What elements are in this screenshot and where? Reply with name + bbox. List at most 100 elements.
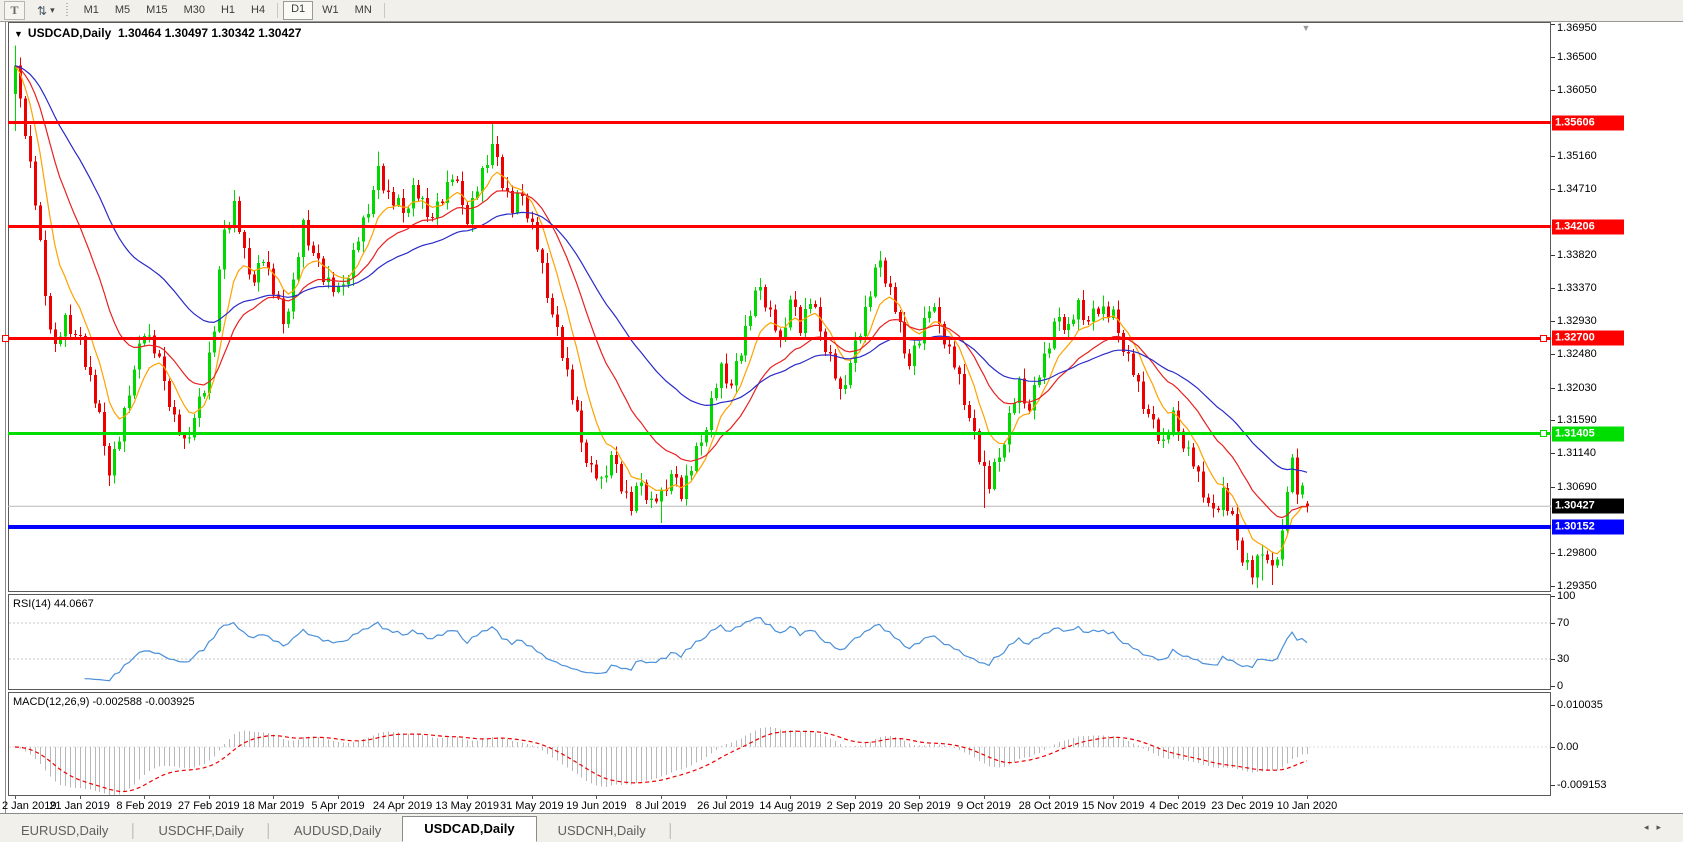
date-tick-mark <box>273 796 275 799</box>
price-level-badge: 1.35606 <box>1552 115 1624 131</box>
tab-divider: │ <box>666 823 675 838</box>
date-tick-label: 8 Jul 2019 <box>635 800 687 812</box>
price-tick-label: 1.36050 <box>1557 84 1597 97</box>
date-tick-mark <box>854 796 856 799</box>
price-tick-mark <box>1551 189 1555 191</box>
date-tick-label: 19 Jun 2019 <box>566 800 627 812</box>
date-tick-mark <box>531 796 533 799</box>
timeframe-button-h4[interactable]: H4 <box>251 4 266 16</box>
price-chart-area[interactable] <box>8 22 1551 592</box>
date-tick-mark <box>1048 796 1050 799</box>
macd-histogram <box>20 727 1308 795</box>
rsi-label: RSI(14) 44.0667 <box>13 598 94 610</box>
chevron-down-icon[interactable]: ▾ <box>50 5 55 15</box>
current-price-badge: 1.30427 <box>1552 498 1624 514</box>
timeframe-button-m5[interactable]: M5 <box>114 4 131 16</box>
date-tick-label: 5 Apr 2019 <box>311 800 365 812</box>
timeframe-button-w1[interactable]: W1 <box>322 4 339 16</box>
timeframe-button-h1[interactable]: H1 <box>220 4 236 16</box>
price-level-badge: 1.32700 <box>1552 330 1624 346</box>
macd-tick-mark <box>1551 705 1555 706</box>
macd-indicator-area[interactable] <box>8 692 1551 796</box>
date-tick-mark <box>79 796 81 799</box>
toolbar-separator <box>383 3 385 18</box>
horizontal-level-line[interactable] <box>8 121 1551 125</box>
date-tick-label: 31 May 2019 <box>499 800 564 812</box>
date-tick-mark <box>790 796 792 799</box>
date-tick-label: 2 Jan 2019 <box>2 800 57 812</box>
line-drag-handle[interactable] <box>1540 430 1547 438</box>
chart-tab-audusd[interactable]: AUDUSD,Daily <box>293 823 382 838</box>
toolbar-grip[interactable] <box>64 3 70 18</box>
chart-tab-eurusd[interactable]: EURUSD,Daily <box>21 823 109 838</box>
date-tick-label: 21 Jan 2019 <box>49 800 110 812</box>
date-tick-mark <box>1242 796 1244 799</box>
moving-average-medium <box>14 65 1307 519</box>
horizontal-level-line[interactable] <box>8 432 1551 436</box>
date-tick-label: 15 Nov 2019 <box>1081 800 1145 812</box>
date-tick-mark <box>1307 796 1308 799</box>
date-tick-label: 2 Sep 2019 <box>826 800 883 812</box>
timeframe-button-m1[interactable]: M1 <box>83 4 99 16</box>
rsi-indicator-area[interactable] <box>8 594 1551 690</box>
text-tool-button[interactable]: T <box>4 1 25 20</box>
chart-shift-marker-icon[interactable]: ▼ <box>1301 23 1311 33</box>
swap-arrows-icon[interactable]: ⇅ <box>37 3 48 18</box>
rsi-tick-label: 70 <box>1557 617 1570 629</box>
price-tick-mark <box>1551 255 1555 257</box>
date-tick-label: 24 Apr 2019 <box>372 800 433 812</box>
chart-tab-usdcad[interactable]: USDCAD,Daily <box>402 816 537 842</box>
tab-scroll-right-icon[interactable]: ▸ <box>1656 822 1669 832</box>
rsi-tick-label: 30 <box>1557 653 1570 665</box>
price-tick-mark <box>1551 155 1555 157</box>
price-tick-mark <box>1551 453 1555 455</box>
timeframe-button-m30[interactable]: M30 <box>183 4 205 16</box>
price-tick-label: 1.34710 <box>1557 183 1597 196</box>
price-tick-label: 1.33370 <box>1557 282 1597 295</box>
candlestick-series <box>14 45 1309 589</box>
rsi-tick-mark <box>1551 596 1555 597</box>
chart-tab-usdcnh[interactable]: USDCNH,Daily <box>557 823 646 838</box>
date-tick-mark <box>467 796 469 799</box>
price-tick-label: 1.33820 <box>1557 249 1597 262</box>
horizontal-level-line[interactable] <box>8 524 1551 529</box>
price-tick-mark <box>1551 387 1555 389</box>
chart-tab-bar: EURUSD,Daily │ USDCHF,Daily │ AUDUSD,Daily US… <box>0 813 1683 842</box>
price-tick-mark <box>1551 486 1555 488</box>
rsi-tick-label: 0 <box>1557 680 1564 692</box>
price-tick-mark <box>1551 56 1555 58</box>
toolbar-separator <box>277 3 279 18</box>
price-tick-mark <box>1551 420 1555 422</box>
date-tick-label: 9 Oct 2019 <box>957 800 1011 812</box>
date-tick-label: 23 Dec 2019 <box>1211 800 1274 812</box>
price-tick-mark <box>1551 552 1555 554</box>
horizontal-level-line[interactable] <box>8 336 1551 340</box>
line-drag-handle[interactable] <box>2 334 9 342</box>
timeframe-button-mn[interactable]: MN <box>354 4 372 16</box>
line-drag-handle[interactable] <box>1540 334 1547 342</box>
tab-divider: │ <box>129 823 138 838</box>
tab-scroll-left-icon[interactable]: ◂ <box>1643 822 1657 832</box>
date-tick-label: 28 Oct 2019 <box>1018 800 1079 812</box>
rsi-line <box>84 616 1308 682</box>
chart-ohlc-values: 1.30464 1.30497 1.30342 1.30427 <box>117 26 302 40</box>
horizontal-level-line[interactable] <box>8 225 1551 229</box>
price-tick-label: 1.32930 <box>1557 314 1597 327</box>
macd-tick-label: 0.010035 <box>1557 699 1603 711</box>
macd-tick-mark <box>1551 785 1555 787</box>
rsi-tick-label: 100 <box>1557 590 1576 602</box>
date-tick-mark <box>15 796 16 799</box>
date-tick-mark <box>402 796 404 799</box>
macd-values: -0.002588 -0.003925 <box>92 696 195 708</box>
macd-label: MACD(12,26,9) -0.002588 -0.003925 <box>13 696 195 708</box>
price-tick-label: 1.32030 <box>1557 381 1597 394</box>
timeframe-button-m15[interactable]: M15 <box>146 4 168 16</box>
macd-signal-line <box>14 730 1308 793</box>
chart-tab-usdchf[interactable]: USDCHF,Daily <box>158 823 244 838</box>
date-tick-label: 14 Aug 2019 <box>759 800 822 812</box>
price-tick-mark <box>1551 585 1555 587</box>
price-tick-label: 1.36500 <box>1557 50 1597 63</box>
toolbar: T ⇅ ▾ M1 M5 M15 M30 H1 H4 D1 W1 MN <box>0 0 1683 22</box>
date-tick-mark <box>919 796 921 799</box>
timeframe-button-d1[interactable]: D1 <box>283 1 314 20</box>
